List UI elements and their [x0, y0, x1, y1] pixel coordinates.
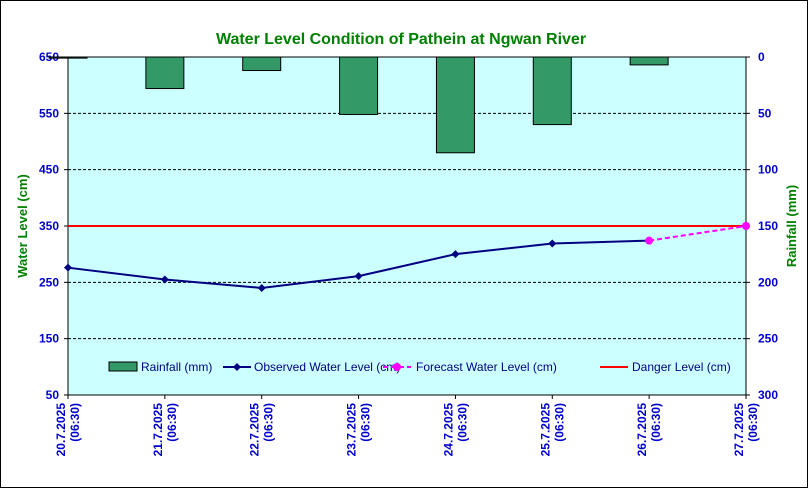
rainfall-bar: [435, 56, 475, 154]
legend-rainfall-label: Rainfall (mm): [141, 360, 212, 374]
right-axis-tick-label: 150: [758, 219, 778, 233]
rainfall-bar: [532, 56, 572, 126]
x-axis-date-label: 25.7.2025: [538, 403, 552, 457]
right-axis-title: Rainfall (mm): [784, 185, 799, 267]
observed-point: [160, 275, 169, 284]
rainfall-bar: [242, 56, 282, 72]
x-axis-time-label: (06:30): [359, 403, 373, 442]
left-axis-tick-label: 50: [46, 388, 60, 402]
right-axis-tick-label: 50: [758, 106, 772, 120]
observed-point: [64, 263, 72, 272]
right-axis-tick-label: 0: [758, 50, 765, 64]
x-axis-date-label: 21.7.2025: [151, 403, 165, 457]
left-axis-tick-label: 250: [39, 275, 59, 289]
x-axis-date-label: 20.7.2025: [54, 403, 68, 457]
x-axis-date-label: 27.7.2025: [732, 403, 746, 457]
x-axis-time-label: (06:30): [649, 403, 663, 442]
legend-forecast-label: Forecast Water Level (cm): [416, 360, 557, 374]
x-axis-time-label: (06:30): [165, 403, 179, 442]
left-axis-tick-label: 150: [39, 332, 59, 346]
right-axis-tick-label: 200: [758, 275, 778, 289]
forecast-point: [742, 222, 750, 230]
x-axis-date-label: 26.7.2025: [635, 403, 649, 457]
observed-point: [548, 239, 557, 248]
observed-point: [257, 283, 266, 292]
x-axis-time-label: (06:30): [262, 403, 276, 442]
x-axis-time-label: (06:30): [552, 403, 566, 442]
legend-rainfall-swatch: [108, 361, 138, 372]
legend-observed-marker: [233, 363, 241, 371]
left-axis-tick-label: 550: [39, 106, 59, 120]
rainfall-bar: [629, 56, 669, 66]
x-axis-date-label: 24.7.2025: [441, 403, 455, 457]
legend-observed-label: Observed Water Level (cm): [254, 360, 400, 374]
observed-point: [451, 250, 460, 259]
legend-danger-label: Danger Level (cm): [632, 360, 731, 374]
x-axis-date-label: 22.7.2025: [248, 403, 262, 457]
observed-point: [354, 272, 363, 281]
rainfall-bar: [145, 56, 185, 90]
forecast-water-level-line: [648, 225, 747, 242]
chart-title: Water Level Condition of Pathein at Ngwa…: [216, 31, 586, 48]
rainfall-bar: [48, 56, 88, 59]
rainfall-bar: [339, 56, 379, 115]
legend-forecast-marker: [393, 363, 401, 371]
right-axis-tick-label: 300: [758, 388, 778, 402]
left-axis-tick-label: 350: [39, 219, 59, 233]
x-axis-time-label: (06:30): [68, 403, 82, 442]
x-axis-date-label: 23.7.2025: [345, 403, 359, 457]
x-axis-time-label: (06:30): [746, 403, 760, 442]
left-axis-tick-label: 450: [39, 163, 59, 177]
right-axis-tick-label: 250: [758, 332, 778, 346]
right-axis-tick-label: 100: [758, 163, 778, 177]
x-axis-time-label: (06:30): [455, 403, 469, 442]
forecast-point: [645, 236, 654, 245]
left-axis-title: Water Level (cm): [15, 174, 30, 278]
